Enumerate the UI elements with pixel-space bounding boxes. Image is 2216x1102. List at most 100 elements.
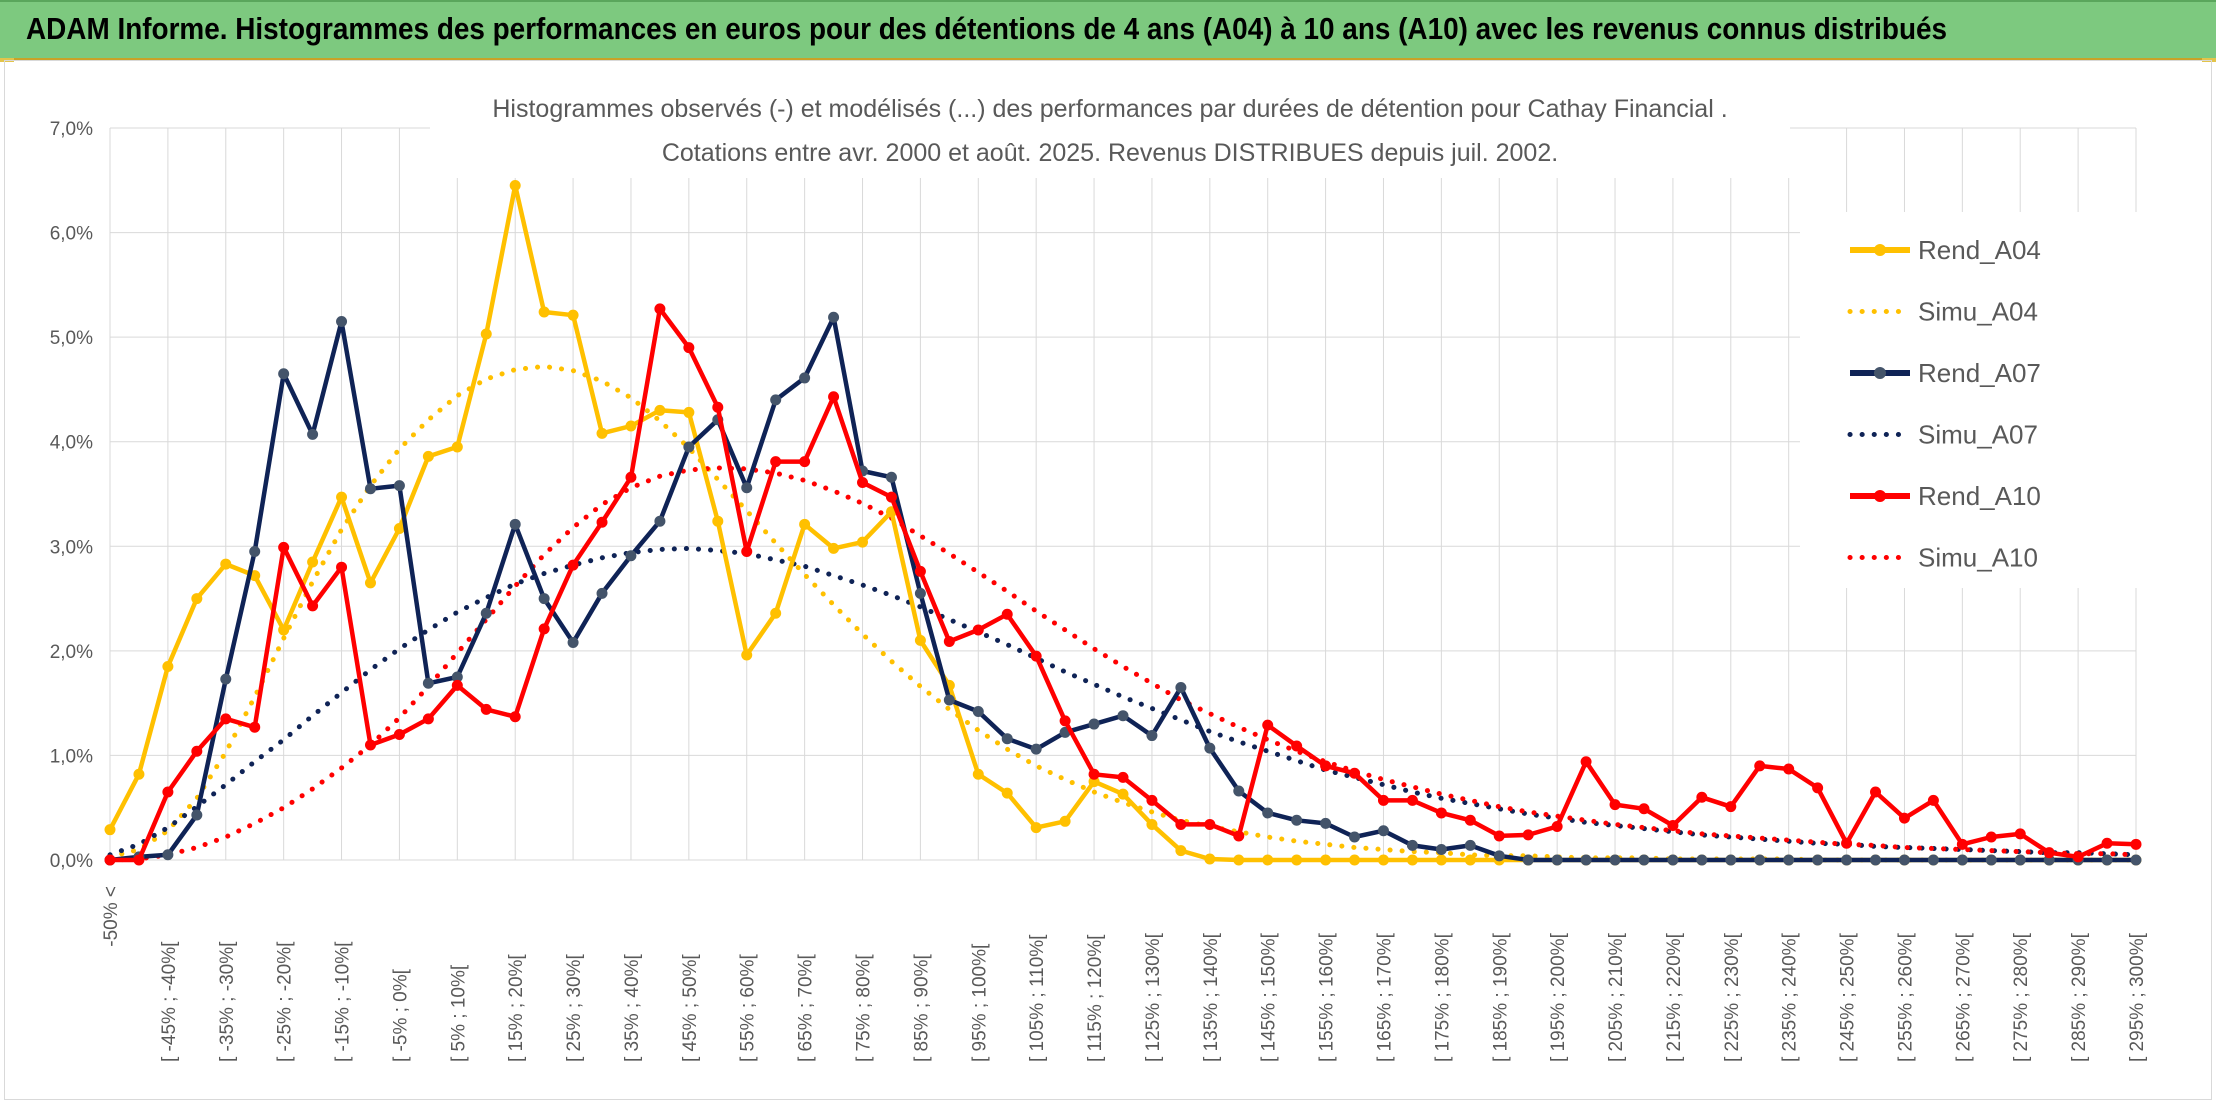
x-tick-label: [ 15% ; 20%[ <box>506 954 527 1062</box>
data-point-Rend_A10 <box>770 456 782 468</box>
x-tick-label: [ 85% ; 90%[ <box>911 954 932 1062</box>
data-point-Rend_A10 <box>278 541 290 553</box>
legend-label-Rend_A10: Rend_A10 <box>1918 481 2041 511</box>
data-point-Rend_A10 <box>364 739 376 751</box>
data-point-Rend_A10 <box>972 624 984 636</box>
data-point-Rend_A04 <box>712 515 724 527</box>
data-point-Rend_A07 <box>249 546 261 558</box>
x-tick-label: [ 175% ; 180%[ <box>1432 932 1453 1062</box>
chart-title-line-1: Histogrammes observés (-) et modélisés (… <box>492 95 1727 123</box>
data-point-Rend_A10 <box>104 854 116 866</box>
x-tick-label: [ -5% ; 0%[ <box>390 968 411 1062</box>
data-point-Rend_A04 <box>104 824 116 836</box>
data-point-Rend_A07 <box>1146 730 1158 742</box>
legend-background <box>1800 212 2140 588</box>
data-point-Rend_A07 <box>885 471 897 483</box>
data-point-Rend_A07 <box>1870 854 1882 866</box>
x-tick-label: [ 135% ; 140%[ <box>1201 932 1222 1062</box>
data-point-Rend_A10 <box>654 303 666 315</box>
data-point-Rend_A10 <box>1522 829 1534 841</box>
data-point-Rend_A10 <box>1001 608 1013 620</box>
data-point-Rend_A10 <box>596 516 608 528</box>
data-point-Rend_A10 <box>336 561 348 573</box>
data-point-Rend_A07 <box>1001 733 1013 745</box>
data-point-Rend_A07 <box>567 636 579 648</box>
x-tick-label: [ 225% ; 230%[ <box>1722 932 1743 1062</box>
x-tick-label: [ 25% ; 30%[ <box>564 954 585 1062</box>
legend-label-Simu_A04: Simu_A04 <box>1918 297 2038 327</box>
data-point-Rend_A04 <box>364 577 376 589</box>
data-point-Rend_A04 <box>422 450 434 462</box>
y-tick-label: 3,0% <box>50 537 93 558</box>
data-point-Rend_A04 <box>625 420 637 432</box>
x-tick-label: [ 255% ; 260%[ <box>1895 932 1916 1062</box>
data-point-Rend_A04 <box>1204 853 1216 865</box>
data-point-Rend_A10 <box>741 546 753 558</box>
data-point-Rend_A10 <box>1870 786 1882 798</box>
data-point-Rend_A07 <box>741 482 753 494</box>
y-tick-label: 7,0% <box>50 119 93 140</box>
data-point-Rend_A04 <box>1320 854 1332 866</box>
x-tick-label: [ 35% ; 40%[ <box>622 954 643 1062</box>
y-tick-label: 5,0% <box>50 328 93 349</box>
data-point-Rend_A07 <box>828 311 840 323</box>
x-tick-label: -50% < <box>101 886 122 947</box>
data-point-Rend_A10 <box>1030 650 1042 662</box>
data-point-Rend_A10 <box>2043 847 2055 859</box>
legend-label-Rend_A07: Rend_A07 <box>1918 358 2041 388</box>
data-point-Rend_A07 <box>1754 854 1766 866</box>
data-point-Rend_A10 <box>943 635 955 647</box>
data-point-Rend_A10 <box>1320 760 1332 772</box>
data-point-Rend_A04 <box>972 768 984 780</box>
x-tick-label: [ 235% ; 240%[ <box>1780 932 1801 1062</box>
data-point-Rend_A07 <box>1464 839 1476 851</box>
data-point-Rend_A10 <box>1464 814 1476 826</box>
x-tick-label: [ 55% ; 60%[ <box>738 954 759 1062</box>
data-point-Rend_A10 <box>1985 831 1997 843</box>
data-point-Rend_A07 <box>1493 850 1505 862</box>
data-point-Rend_A10 <box>1233 830 1245 842</box>
x-tick-label: [ 195% ; 200%[ <box>1548 932 1569 1062</box>
data-point-Rend_A04 <box>1059 815 1071 827</box>
x-tick-label: [ 285% ; 290%[ <box>2069 932 2090 1062</box>
data-point-Rend_A07 <box>1349 831 1361 843</box>
data-point-Rend_A07 <box>1117 710 1129 722</box>
data-point-Rend_A07 <box>914 587 926 599</box>
data-point-Rend_A10 <box>712 401 724 413</box>
data-point-Rend_A10 <box>1291 740 1303 752</box>
data-point-Rend_A07 <box>336 315 348 327</box>
data-point-Rend_A07 <box>1985 854 1997 866</box>
chart-title-line-2: Cotations entre avr. 2000 et août. 2025.… <box>662 139 1558 167</box>
data-point-Rend_A10 <box>1638 803 1650 815</box>
report-title: ADAM Informe. Histogrammes des performan… <box>26 11 1948 46</box>
data-point-Rend_A10 <box>857 476 869 488</box>
data-point-Rend_A04 <box>278 624 290 636</box>
data-point-Rend_A10 <box>1667 819 1679 831</box>
series-line-Simu_A04 <box>107 363 2139 863</box>
data-point-Rend_A07 <box>1088 718 1100 730</box>
data-point-Rend_A07 <box>1956 854 1968 866</box>
data-point-Rend_A10 <box>567 559 579 571</box>
data-point-Rend_A07 <box>1783 854 1795 866</box>
data-point-Rend_A07 <box>1609 854 1621 866</box>
data-point-Rend_A07 <box>943 694 955 706</box>
x-tick-label: [ 115% ; 120%[ <box>1085 934 1106 1062</box>
data-point-Rend_A07 <box>191 809 203 821</box>
data-point-Rend_A04 <box>1117 788 1129 800</box>
x-tick-label: [ 125% ; 130%[ <box>1143 932 1164 1062</box>
data-point-Rend_A07 <box>1696 854 1708 866</box>
x-tick-label: [ -15% ; -10%[ <box>333 941 354 1062</box>
data-point-Rend_A04 <box>1291 854 1303 866</box>
data-point-Rend_A04 <box>741 649 753 661</box>
data-point-Rend_A10 <box>1175 818 1187 830</box>
data-point-Rend_A07 <box>683 441 695 453</box>
data-point-Rend_A04 <box>162 661 174 673</box>
data-point-Rend_A04 <box>509 180 521 192</box>
data-point-Rend_A07 <box>1841 854 1853 866</box>
data-point-Rend_A10 <box>1812 782 1824 794</box>
data-point-Rend_A07 <box>364 483 376 495</box>
data-point-Rend_A04 <box>133 768 145 780</box>
y-axis-ticks: 0,0% 1,0% 2,0% 3,0% 4,0% 5,0% 6,0% 7,0% <box>50 119 93 872</box>
data-point-Rend_A10 <box>1146 794 1158 806</box>
data-point-Rend_A07 <box>1175 681 1187 693</box>
